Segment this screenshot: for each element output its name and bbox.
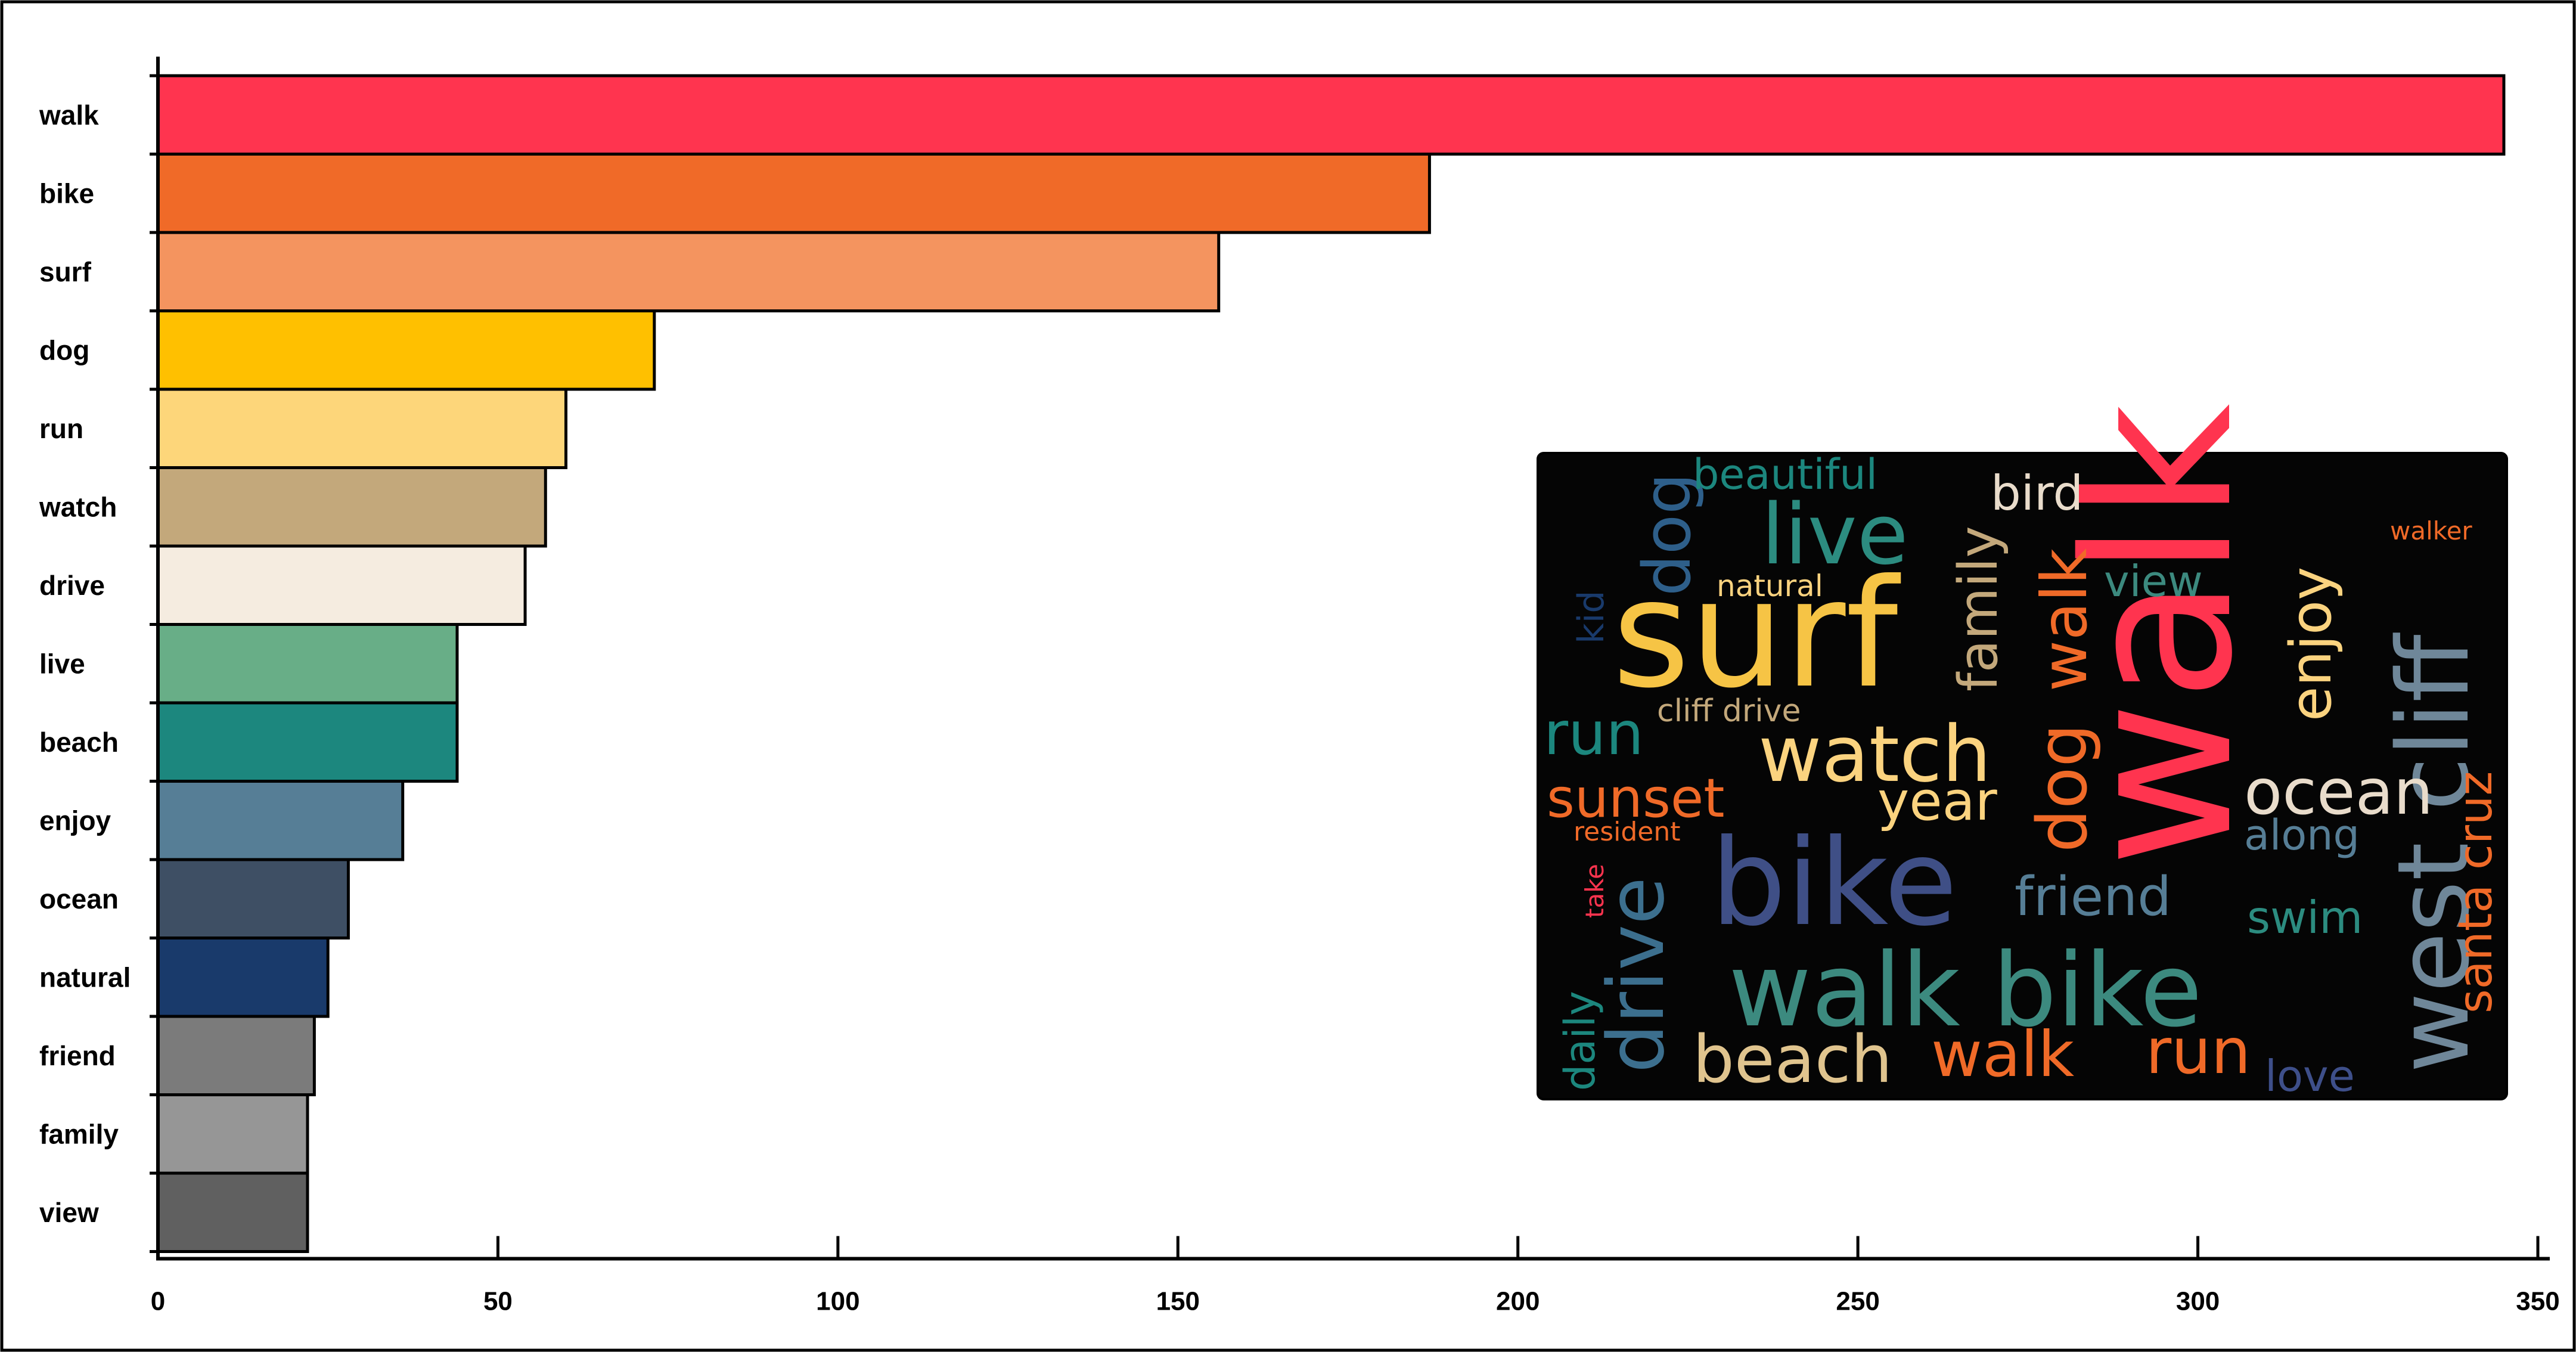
wordcloud-word: bird (1991, 466, 2083, 521)
x-tick-label: 350 (2516, 1287, 2559, 1316)
bar-run (156, 387, 568, 469)
wordcloud-word: dog (1629, 473, 1705, 596)
bar-watch (156, 466, 547, 548)
category-label-live: live (39, 648, 85, 679)
wordcloud-word: ocean (2244, 756, 2433, 829)
x-tick-label: 100 (816, 1287, 859, 1316)
wordcloud-word: walk (1931, 1018, 2074, 1091)
x-tick-label: 150 (1156, 1287, 1200, 1316)
wordcloud-word: enjoy (2279, 567, 2344, 721)
x-tick-label: 200 (1496, 1287, 1540, 1316)
bar-natural (156, 937, 330, 1018)
x-tick-label: 0 (151, 1287, 165, 1316)
wordcloud-word: drive (1591, 877, 1681, 1073)
wordcloud-word: beautiful (1693, 450, 1877, 499)
category-label-dog: dog (39, 334, 89, 365)
x-tick-label: 50 (483, 1287, 513, 1316)
category-label-view: view (39, 1197, 99, 1228)
wordcloud-word: kid (1571, 590, 1612, 644)
bar-surf (156, 231, 1221, 312)
wordcloud-word: sunset (1547, 767, 1725, 830)
wordcloud-word: year (1877, 770, 1997, 833)
wordcloud-word: surf (1612, 547, 1901, 721)
wordcloud-word: resident (1573, 817, 1680, 847)
wordcloud-word: santa cruz (2449, 771, 2503, 1013)
bar-friend (156, 1015, 316, 1096)
category-label-friend: friend (39, 1040, 116, 1071)
wordcloud-word: view (2104, 556, 2203, 606)
wordcloud-word: natural (1717, 569, 1823, 603)
wordcloud-background (1537, 452, 2508, 1100)
bar-walk (156, 74, 2506, 156)
axes-group: walkbikesurfdogrunwatchdrivelivebeachenj… (39, 57, 2560, 1316)
wordcloud-word: run (1544, 699, 1644, 768)
category-label-beach: beach (39, 727, 119, 758)
x-tick-label: 250 (1836, 1287, 1879, 1316)
wordcloud-word: cliff drive (1657, 693, 1801, 729)
category-label-watch: watch (39, 491, 117, 522)
wordcloud-word: run (2146, 1015, 2251, 1088)
bar-view (156, 1171, 309, 1253)
category-label-ocean: ocean (39, 883, 119, 914)
bar-bike (156, 153, 1431, 234)
bar-ocean (156, 858, 350, 939)
category-label-natural: natural (39, 962, 131, 993)
wordcloud-word: walk bike (1728, 932, 2202, 1050)
x-tick-label: 300 (2176, 1287, 2220, 1316)
wordcloud-word: west cliff (2376, 632, 2491, 1073)
bar-drive (156, 544, 527, 626)
wordcloud-word: daily (1556, 991, 1604, 1091)
wordcloud-word: beach (1693, 1021, 1892, 1097)
wordcloud-word: bike (1711, 814, 1957, 953)
wordcloud-word: love (2265, 1051, 2355, 1101)
wordcloud-word: take (1580, 864, 1609, 918)
bar-enjoy (156, 780, 405, 861)
wordcloud-word: along (2244, 811, 2360, 860)
wordcloud-word: dog (2023, 724, 2103, 852)
bar-beach (156, 701, 459, 783)
category-label-surf: surf (39, 256, 92, 287)
bars-group (156, 74, 2506, 1253)
wordcloud-word: walk (2041, 404, 2277, 867)
bar-live (156, 623, 459, 705)
category-label-drive: drive (39, 570, 105, 601)
category-label-enjoy: enjoy (39, 805, 111, 836)
wordcloud-word: watch (1758, 709, 1991, 799)
category-label-run: run (39, 413, 83, 444)
bar-dog (156, 309, 656, 391)
wordcloud-word: family (1947, 526, 2010, 691)
wordcloud-word: walk (2028, 548, 2101, 691)
category-label-bike: bike (39, 178, 94, 209)
category-label-family: family (39, 1118, 119, 1149)
wordcloud-word: friend (2015, 866, 2171, 928)
wordcloud-word: walker (2390, 516, 2472, 545)
bar-family (156, 1093, 309, 1175)
wordcloud-word: swim (2247, 891, 2363, 944)
wordcloud-word: live (1761, 486, 1908, 584)
category-label-walk: walk (39, 100, 99, 131)
